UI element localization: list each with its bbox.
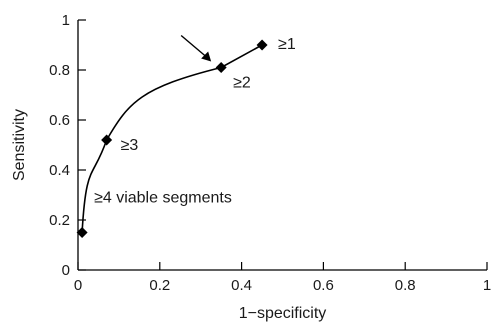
y-tick-label: 0.2: [49, 212, 70, 229]
y-axis-label: Sensitivity: [11, 109, 28, 181]
x-tick-label: 0.8: [395, 277, 416, 294]
x-tick-label: 0.2: [149, 277, 170, 294]
y-tick-label: 0.4: [49, 162, 70, 179]
y-tick-label: 0: [62, 262, 70, 279]
x-tick-label: 0.4: [231, 277, 252, 294]
arrow-head: [201, 51, 212, 62]
data-point: [101, 134, 113, 146]
x-axis-label: 1−specificity: [239, 305, 327, 322]
y-tick-label: 0.6: [49, 112, 70, 129]
y-tick-label: 0.8: [49, 62, 70, 79]
point-label: ≥1: [278, 36, 296, 53]
tick-marks: [77, 19, 488, 271]
axes: [77, 20, 487, 271]
point-label: ≥2: [233, 75, 251, 92]
data-markers: [76, 39, 268, 238]
x-tick-label: 1: [483, 277, 491, 294]
data-point: [256, 39, 268, 51]
data-point: [215, 62, 227, 73]
x-tick-label: 0.6: [313, 277, 334, 294]
y-tick-label: 1: [62, 12, 70, 29]
data-point: [76, 227, 88, 238]
annotations: [180, 34, 212, 62]
point-labels: ≥4 viable segments ≥3 ≥2 ≥1: [94, 36, 296, 207]
tick-labels: 0 0.2 0.4 0.6 0.8 1 0 0.2 0.4 0.6 0.8 1: [49, 12, 491, 294]
point-label: ≥4 viable segments: [94, 190, 232, 207]
arrow-shaft: [180, 34, 208, 59]
point-label: ≥3: [121, 137, 139, 154]
x-tick-label: 0: [74, 277, 82, 294]
